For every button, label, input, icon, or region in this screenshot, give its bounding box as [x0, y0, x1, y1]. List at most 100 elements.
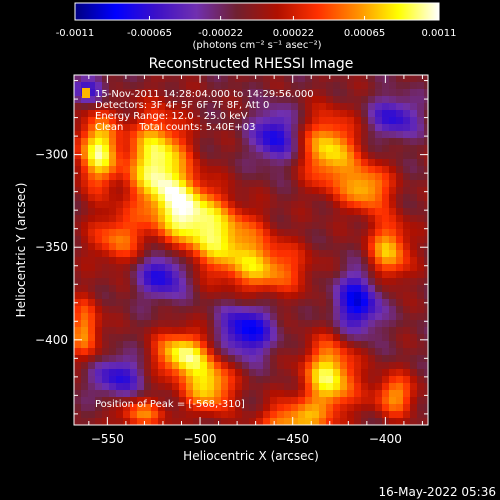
heatmap-pixel [389, 236, 397, 244]
heatmap-pixel [298, 82, 306, 90]
heatmap-pixel [144, 180, 152, 188]
heatmap-pixel [256, 271, 264, 279]
heatmap-pixel [347, 397, 355, 405]
heatmap-pixel [200, 397, 208, 405]
heatmap-pixel [179, 418, 187, 425]
heatmap-pixel [221, 194, 229, 202]
heatmap-pixel [340, 313, 348, 321]
heatmap-pixel [284, 152, 292, 160]
heatmap-pixel [81, 222, 89, 230]
heatmap-pixel [221, 257, 229, 265]
heatmap-pixel [319, 145, 327, 153]
heatmap-pixel [221, 243, 229, 251]
heatmap-pixel [221, 110, 229, 118]
heatmap-pixel [375, 369, 383, 377]
heatmap-pixel [179, 187, 187, 195]
heatmap-pixel [340, 404, 348, 412]
heatmap-pixel [410, 187, 418, 195]
heatmap-pixel [340, 215, 348, 223]
heatmap-pixel [382, 292, 390, 300]
heatmap-pixel [151, 264, 159, 272]
heatmap-pixel [158, 376, 166, 384]
heatmap-pixel [221, 173, 229, 181]
heatmap-pixel [144, 187, 152, 195]
heatmap-pixel [284, 285, 292, 293]
heatmap-pixel [165, 334, 173, 342]
heatmap-pixel [298, 397, 306, 405]
heatmap-pixel [235, 243, 243, 251]
heatmap-pixel [137, 180, 145, 188]
heatmap-pixel [417, 383, 425, 391]
heatmap-pixel [179, 152, 187, 160]
heatmap-pixel [221, 75, 229, 83]
heatmap-pixel [200, 327, 208, 335]
heatmap-pixel [242, 411, 250, 419]
heatmap-pixel [207, 348, 215, 356]
heatmap-pixel [165, 103, 173, 111]
heatmap-pixel [137, 250, 145, 258]
heatmap-pixel [410, 96, 418, 104]
heatmap-pixel [375, 313, 383, 321]
heatmap-pixel [333, 89, 341, 97]
heatmap-pixel [214, 124, 222, 132]
heatmap-pixel [312, 222, 320, 230]
heatmap-pixel [165, 173, 173, 181]
heatmap-pixel [172, 131, 180, 139]
heatmap-pixel [270, 334, 278, 342]
heatmap-pixel [333, 285, 341, 293]
heatmap-pixel [410, 299, 418, 307]
heatmap-pixel [193, 75, 201, 83]
heatmap-pixel [151, 152, 159, 160]
heatmap-pixel [228, 334, 236, 342]
heatmap-pixel [277, 208, 285, 216]
heatmap-pixel [81, 257, 89, 265]
heatmap-pixel [291, 369, 299, 377]
heatmap-pixel [228, 243, 236, 251]
heatmap-pixel [424, 89, 428, 97]
heatmap-pixel [172, 89, 180, 97]
heatmap-pixel [214, 187, 222, 195]
heatmap-pixel [221, 397, 229, 405]
heatmap-pixel [312, 278, 320, 286]
heatmap-pixel [256, 313, 264, 321]
heatmap-pixel [354, 299, 362, 307]
heatmap-pixel [361, 306, 369, 314]
heatmap-pixel [417, 215, 425, 223]
heatmap-pixel [263, 173, 271, 181]
heatmap-pixel [312, 313, 320, 321]
heatmap-pixel [200, 355, 208, 363]
heatmap-pixel [396, 271, 404, 279]
heatmap-pixel [333, 243, 341, 251]
heatmap-pixel [137, 376, 145, 384]
heatmap-pixel [116, 390, 124, 398]
heatmap-pixel [214, 103, 222, 111]
heatmap-pixel [263, 299, 271, 307]
heatmap-pixel [305, 285, 313, 293]
heatmap-pixel [375, 390, 383, 398]
heatmap-pixel [200, 292, 208, 300]
heatmap-pixel [144, 96, 152, 104]
heatmap-pixel [74, 215, 82, 223]
heatmap-pixel [410, 383, 418, 391]
heatmap-pixel [249, 82, 257, 90]
heatmap-pixel [298, 166, 306, 174]
heatmap-pixel [361, 173, 369, 181]
heatmap-pixel [326, 208, 334, 216]
heatmap-pixel [74, 285, 82, 293]
heatmap-pixel [81, 369, 89, 377]
heatmap-pixel [95, 173, 103, 181]
heatmap-pixel [270, 271, 278, 279]
heatmap-pixel [305, 145, 313, 153]
heatmap-pixel [382, 173, 390, 181]
heatmap-pixel [347, 222, 355, 230]
heatmap-pixel [305, 180, 313, 188]
heatmap-pixel [179, 110, 187, 118]
heatmap-pixel [382, 250, 390, 258]
plot-frame [73, 74, 429, 426]
heatmap-pixel [382, 376, 390, 384]
heatmap-pixel [165, 355, 173, 363]
heatmap-pixel [207, 117, 215, 125]
heatmap-pixel [375, 180, 383, 188]
heatmap-pixel [102, 418, 110, 425]
heatmap-pixel [263, 131, 271, 139]
